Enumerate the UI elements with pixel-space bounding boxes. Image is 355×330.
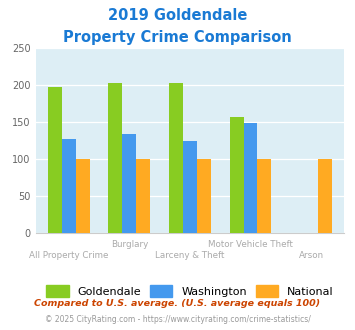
Text: Arson: Arson	[299, 251, 324, 260]
Text: All Property Crime: All Property Crime	[29, 251, 109, 260]
Bar	[109, 83, 122, 233]
Bar	[136, 159, 150, 233]
Bar	[76, 159, 90, 233]
Bar	[244, 123, 257, 233]
Text: Burglary: Burglary	[111, 240, 148, 249]
Bar	[122, 134, 136, 233]
Legend: Goldendale, Washington, National: Goldendale, Washington, National	[42, 281, 338, 301]
Bar	[230, 117, 244, 233]
Text: © 2025 CityRating.com - https://www.cityrating.com/crime-statistics/: © 2025 CityRating.com - https://www.city…	[45, 315, 310, 324]
Text: Motor Vehicle Theft: Motor Vehicle Theft	[208, 240, 293, 249]
Bar	[62, 139, 76, 233]
Bar	[257, 159, 271, 233]
Text: Larceny & Theft: Larceny & Theft	[155, 251, 225, 260]
Bar	[48, 87, 62, 233]
Bar	[183, 141, 197, 233]
Text: Compared to U.S. average. (U.S. average equals 100): Compared to U.S. average. (U.S. average …	[34, 299, 321, 308]
Text: Property Crime Comparison: Property Crime Comparison	[63, 30, 292, 45]
Bar	[169, 83, 183, 233]
Bar	[318, 159, 332, 233]
Text: 2019 Goldendale: 2019 Goldendale	[108, 8, 247, 23]
Bar	[197, 159, 211, 233]
